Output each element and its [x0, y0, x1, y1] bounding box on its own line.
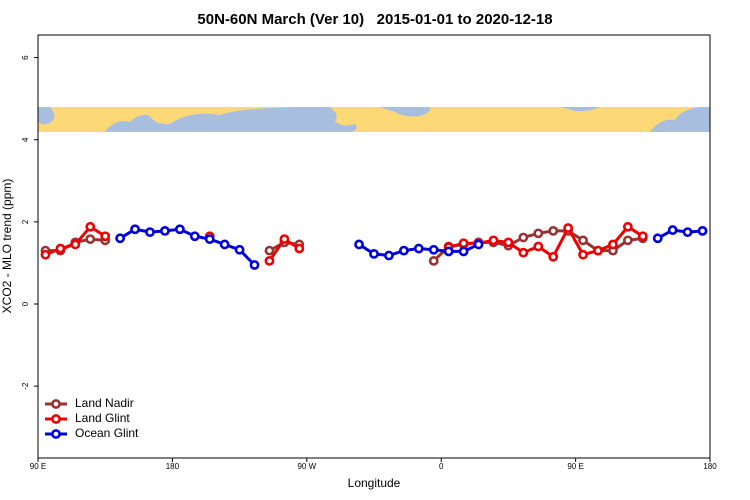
- data-point: [413, 243, 424, 254]
- data-point: [115, 233, 126, 244]
- data-point: [189, 231, 200, 242]
- data-point: [548, 251, 559, 262]
- data-point: [443, 246, 454, 257]
- data-point: [533, 228, 544, 239]
- data-point: [503, 237, 514, 248]
- data-point: [204, 234, 215, 245]
- data-point: [160, 225, 170, 236]
- data-point: [652, 233, 663, 244]
- data-point: [682, 227, 693, 238]
- data-point: [264, 245, 275, 256]
- data-point: [593, 245, 603, 256]
- data-point: [219, 239, 230, 250]
- legend-marker: [51, 429, 61, 439]
- data-point: [130, 224, 140, 235]
- data-point: [249, 260, 260, 270]
- data-point: [398, 245, 409, 256]
- data-point: [608, 239, 618, 250]
- data-point: [174, 224, 185, 235]
- data-point: [518, 232, 529, 243]
- series: [40, 221, 648, 266]
- series: [115, 224, 708, 270]
- data-point: [85, 234, 96, 245]
- data-point: [563, 223, 574, 233]
- data-point: [145, 227, 155, 238]
- legend-marker: [51, 399, 61, 409]
- x-tick-label: 90 E: [567, 462, 583, 471]
- data-point: [473, 239, 484, 250]
- data-point: [234, 244, 245, 255]
- data-point: [667, 225, 678, 235]
- plot-frame: [37, 34, 711, 459]
- data-point: [533, 241, 544, 252]
- legend-label: Land Nadir: [75, 396, 134, 410]
- y-tick-label: -2: [21, 382, 30, 390]
- data-point: [354, 239, 364, 250]
- data-point: [100, 231, 111, 242]
- series-line: [657, 228, 703, 240]
- data-point: [622, 221, 633, 232]
- data-point: [548, 225, 559, 236]
- legend-label: Ocean Glint: [75, 426, 139, 440]
- data-point: [458, 246, 469, 257]
- data-point: [622, 235, 633, 246]
- data-point: [578, 235, 588, 246]
- x-tick-label: 0: [439, 462, 444, 471]
- data-point: [70, 239, 81, 250]
- data-point: [264, 255, 275, 266]
- y-axis-label: XCO2 - MLO trend (ppm): [0, 179, 14, 314]
- data-point: [85, 221, 96, 232]
- data-point: [697, 225, 708, 236]
- data-point: [279, 234, 290, 245]
- data-point: [458, 238, 469, 249]
- series-line: [119, 227, 256, 267]
- data-point: [40, 249, 51, 260]
- y-tick-label: 4: [21, 137, 30, 142]
- data-point: [428, 255, 439, 266]
- legend-label: Land Glint: [75, 411, 130, 425]
- data-point: [578, 249, 588, 260]
- y-tick-label: 6: [21, 55, 30, 60]
- x-tick-label: 90 W: [297, 462, 316, 471]
- data-point: [55, 243, 66, 254]
- chart-title: 50N-60N March (Ver 10) 2015-01-01 to 202…: [197, 11, 552, 28]
- map-water: [38, 107, 710, 132]
- x-tick-label: 90 E: [30, 462, 46, 471]
- data-point: [428, 244, 439, 255]
- data-point: [369, 248, 379, 259]
- data-point: [488, 235, 499, 246]
- y-tick-label: 2: [21, 219, 30, 224]
- legend-marker: [51, 414, 61, 424]
- x-tick-label: 180: [166, 462, 180, 471]
- data-point: [294, 243, 305, 254]
- data-point: [518, 247, 529, 258]
- x-axis-label: Longitude: [348, 476, 401, 490]
- data-point: [637, 231, 648, 242]
- y-tick-label: 0: [21, 301, 30, 306]
- data-point: [384, 250, 394, 261]
- x-tick-label: 180: [703, 462, 717, 471]
